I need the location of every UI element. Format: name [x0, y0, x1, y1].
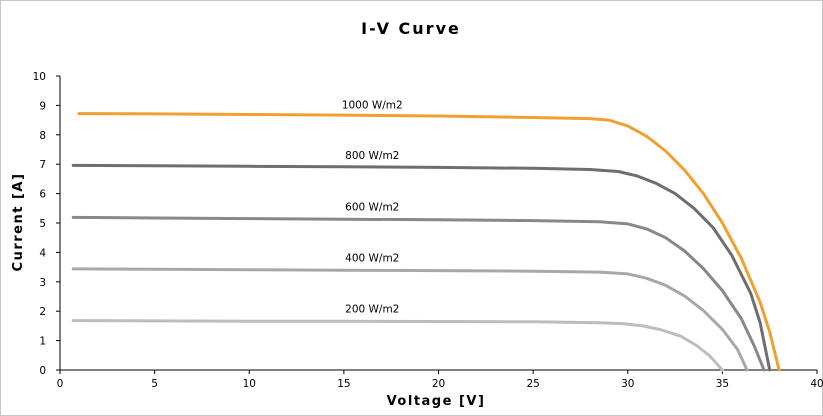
chart-title: I-V Curve — [361, 19, 461, 38]
x-tick-label: 0 — [57, 378, 64, 390]
axes: 0 1 2 3 4 5 6 7 8 9 10 0 5 10 15 20 25 30 35 40 — [33, 71, 823, 390]
x-tick-label: 10 — [243, 378, 256, 390]
x-tick-label: 15 — [337, 378, 350, 390]
series-line-400 — [71, 267, 749, 372]
y-tick-label: 3 — [39, 277, 46, 289]
series-label-1000: 1000 W/m2 — [342, 99, 403, 111]
x-tick-label: 5 — [151, 378, 158, 390]
series-label-800: 800 W/m2 — [345, 150, 399, 162]
y-tick-label: 5 — [39, 218, 46, 230]
x-tick-label: 35 — [716, 378, 729, 390]
x-tick-label: 20 — [432, 378, 445, 390]
series-group: 1000 W/m2 800 W/m2 600 W/m2 400 W/m2 200 W/m… — [71, 99, 781, 372]
series-line-1000 — [77, 112, 781, 372]
y-tick-label: 8 — [39, 130, 46, 142]
y-tick-label: 1 — [39, 336, 46, 348]
series-label-200: 200 W/m2 — [345, 304, 399, 316]
y-tick-label: 10 — [33, 71, 46, 83]
series-line-600 — [71, 215, 766, 372]
x-axis-label: Voltage [V] — [387, 394, 486, 409]
y-tick-label: 2 — [39, 306, 46, 318]
y-tick-label: 4 — [39, 247, 46, 259]
series-line-200 — [71, 319, 724, 372]
x-tick-label: 25 — [526, 378, 539, 390]
x-tick-label: 40 — [810, 378, 823, 390]
series-label-600: 600 W/m2 — [345, 202, 399, 214]
series-label-400: 400 W/m2 — [345, 253, 399, 265]
y-tick-label: 0 — [39, 365, 46, 377]
y-tick-label: 6 — [39, 189, 46, 201]
y-axis-label: Current [A] — [11, 173, 26, 272]
x-tick-label: 30 — [621, 378, 634, 390]
series-line-800 — [71, 163, 772, 372]
y-tick-label: 7 — [39, 159, 46, 171]
y-tick-label: 9 — [39, 100, 46, 112]
